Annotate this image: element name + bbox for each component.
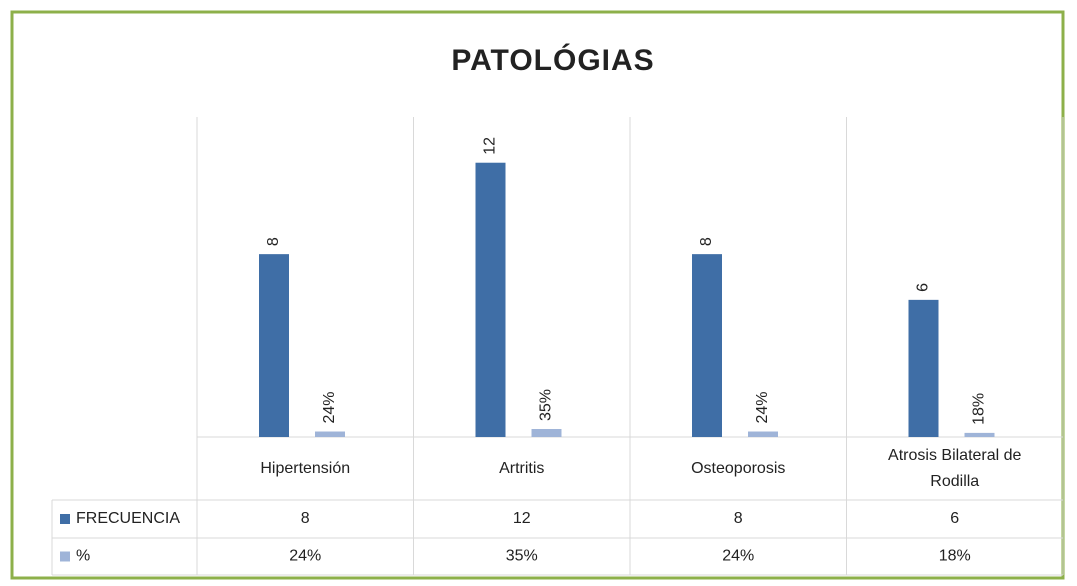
- table-cell: 24%: [722, 548, 754, 565]
- x-tick-label: Osteoporosis: [691, 460, 785, 477]
- legend-key: [60, 514, 70, 524]
- bar: [692, 254, 722, 437]
- table-cell: 8: [734, 510, 743, 527]
- table-cell: 24%: [289, 548, 321, 565]
- chart-title: PATOLÓGIAS: [451, 43, 654, 77]
- bar: [315, 431, 345, 437]
- data-label: 24%: [754, 391, 771, 423]
- legend-label: %: [76, 548, 90, 565]
- data-label: 24%: [321, 391, 338, 423]
- table-cell: 18%: [939, 548, 971, 565]
- bar: [259, 254, 289, 437]
- chart-frame: [10, 10, 1065, 580]
- legend-label: FRECUENCIA: [76, 510, 180, 527]
- table-cell: 8: [301, 510, 310, 527]
- bar: [908, 299, 939, 437]
- legend-key: [60, 551, 70, 562]
- bar: [475, 162, 506, 437]
- data-label: 8: [698, 237, 715, 246]
- table-cell: 35%: [506, 548, 538, 565]
- bar: [964, 432, 995, 437]
- x-tick-label: Hipertensión: [260, 460, 350, 477]
- x-tick-label: Atrosis Bilateral de Rodilla: [888, 447, 1021, 490]
- x-tick-label: Artritis: [499, 460, 544, 477]
- bar: [531, 429, 562, 437]
- data-label: 12: [482, 137, 499, 155]
- data-label: 6: [915, 283, 932, 292]
- data-label: 8: [265, 237, 282, 246]
- bar: [748, 431, 778, 437]
- data-label: 18%: [971, 393, 988, 425]
- table-cell: 6: [950, 510, 959, 527]
- table-cell: 12: [513, 510, 531, 527]
- data-label: 35%: [538, 389, 555, 421]
